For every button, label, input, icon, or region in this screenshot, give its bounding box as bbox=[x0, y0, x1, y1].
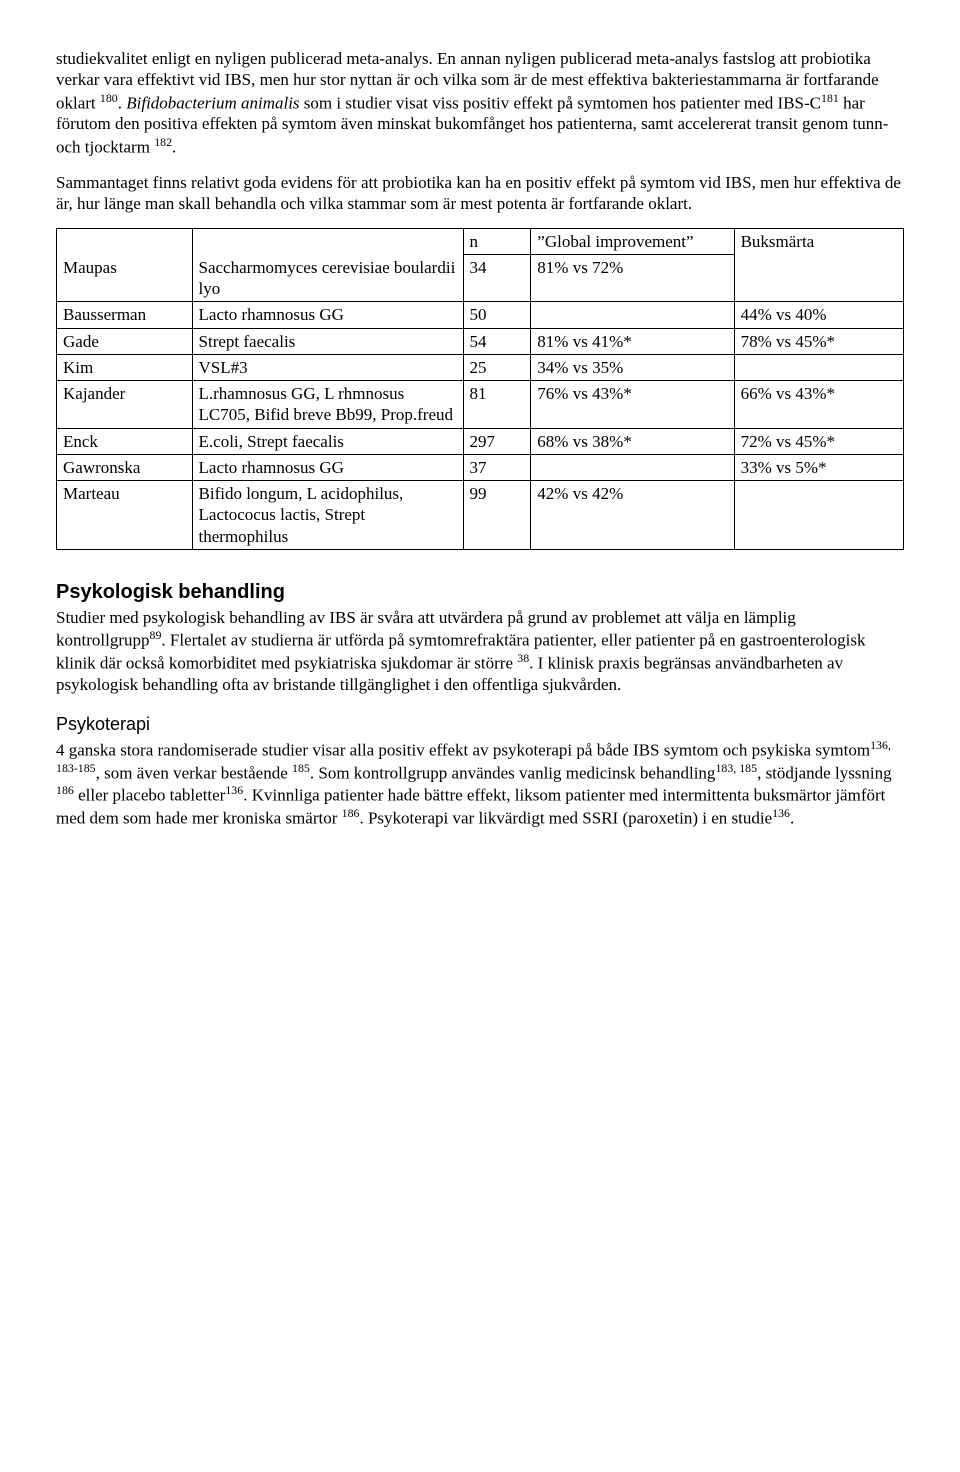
cell-n: 81 bbox=[463, 381, 531, 429]
cell-n: 54 bbox=[463, 328, 531, 354]
cell-pain: 44% vs 40% bbox=[734, 302, 903, 328]
text: , som även verkar bestående bbox=[96, 763, 292, 782]
header-empty bbox=[192, 229, 463, 255]
subsection-heading-psykoterapi: Psykoterapi bbox=[56, 713, 904, 736]
cell-n: 37 bbox=[463, 454, 531, 480]
cell-global bbox=[531, 454, 734, 480]
ref-181: 181 bbox=[821, 91, 839, 105]
cell-author: Maupas bbox=[57, 255, 193, 302]
table-row: Enck E.coli, Strept faecalis 297 68% vs … bbox=[57, 428, 904, 454]
cell-author: Bausserman bbox=[57, 302, 193, 328]
table-row: Bausserman Lacto rhamnosus GG 50 44% vs … bbox=[57, 302, 904, 328]
probiotics-table: n Global improvement Buksmärta Maupas Sa… bbox=[56, 228, 904, 550]
paragraph-2: Sammantaget finns relativt goda evidens … bbox=[56, 172, 904, 215]
table-row: Kim VSL#3 25 34% vs 35% bbox=[57, 354, 904, 380]
cell-author: Gade bbox=[57, 328, 193, 354]
text: . bbox=[172, 137, 176, 156]
header-pain: Buksmärta bbox=[734, 229, 903, 255]
cell-global: 68% vs 38%* bbox=[531, 428, 734, 454]
ref-186b: 186 bbox=[342, 806, 360, 820]
header-global: Global improvement bbox=[531, 229, 734, 255]
section2-paragraph: Studier med psykologisk behandling av IB… bbox=[56, 607, 904, 695]
cell-pain: 78% vs 45%* bbox=[734, 328, 903, 354]
cell-probiotic: L.rhamnosus GG, L rhmnosus LC705, Bifid … bbox=[192, 381, 463, 429]
ref-136b: 136 bbox=[225, 783, 243, 797]
cell-probiotic: Bifido longum, L acidophilus, Lactococus… bbox=[192, 481, 463, 550]
text: , stödjande lyssning bbox=[757, 763, 892, 782]
ref-136c: 136 bbox=[772, 806, 790, 820]
cell-probiotic: Saccharmomyces cerevisiae boulardii lyo bbox=[192, 255, 463, 302]
cell-probiotic: VSL#3 bbox=[192, 354, 463, 380]
cell-global: 81% vs 72% bbox=[531, 255, 734, 302]
text: . bbox=[790, 809, 794, 828]
section3-paragraph: 4 ganska stora randomiserade studier vis… bbox=[56, 738, 904, 830]
species-name: Bifidobacterium animalis bbox=[126, 93, 299, 112]
text: som i studier visat viss positiv effekt … bbox=[300, 93, 821, 112]
cell-author: Kajander bbox=[57, 381, 193, 429]
cell-global: 34% vs 35% bbox=[531, 354, 734, 380]
ref-89: 89 bbox=[150, 628, 162, 642]
header-empty bbox=[57, 229, 193, 255]
cell-author: Gawronska bbox=[57, 454, 193, 480]
table-header-row: n Global improvement Buksmärta bbox=[57, 229, 904, 255]
cell-global: 42% vs 42% bbox=[531, 481, 734, 550]
cell-pain: 72% vs 45%* bbox=[734, 428, 903, 454]
header-n: n bbox=[463, 229, 531, 255]
cell-pain bbox=[734, 354, 903, 380]
cell-n: 297 bbox=[463, 428, 531, 454]
cell-global: 81% vs 41%* bbox=[531, 328, 734, 354]
section-heading-psykologisk: Psykologisk behandling bbox=[56, 580, 904, 605]
cell-pain: 33% vs 5%* bbox=[734, 454, 903, 480]
ref-186a: 186 bbox=[56, 783, 74, 797]
table-row: Marteau Bifido longum, L acidophilus, La… bbox=[57, 481, 904, 550]
ref-182: 182 bbox=[154, 135, 172, 149]
cell-n: 25 bbox=[463, 354, 531, 380]
table-row: Gade Strept faecalis 54 81% vs 41%* 78% … bbox=[57, 328, 904, 354]
ref-185: 185 bbox=[292, 761, 310, 775]
cell-n: 34 bbox=[463, 255, 531, 302]
cell-n: 99 bbox=[463, 481, 531, 550]
cell-probiotic: E.coli, Strept faecalis bbox=[192, 428, 463, 454]
cell-probiotic: Lacto rhamnosus GG bbox=[192, 302, 463, 328]
cell-probiotic: Strept faecalis bbox=[192, 328, 463, 354]
text: . Som kontrollgrupp användes vanlig medi… bbox=[310, 763, 716, 782]
cell-pain bbox=[734, 481, 903, 550]
cell-author: Kim bbox=[57, 354, 193, 380]
cell-author: Enck bbox=[57, 428, 193, 454]
paragraph-1: studiekvalitet enligt en nyligen publice… bbox=[56, 48, 904, 158]
text: . Psykoterapi var likvärdigt med SSRI (p… bbox=[359, 809, 772, 828]
cell-author: Marteau bbox=[57, 481, 193, 550]
text: . bbox=[118, 93, 127, 112]
cell-global: 76% vs 43%* bbox=[531, 381, 734, 429]
ref-180: 180 bbox=[100, 91, 118, 105]
ref-183-185: 183, 185 bbox=[715, 761, 757, 775]
cell-pain bbox=[734, 255, 903, 302]
table-row: Gawronska Lacto rhamnosus GG 37 33% vs 5… bbox=[57, 454, 904, 480]
table-row: Maupas Saccharmomyces cerevisiae boulard… bbox=[57, 255, 904, 302]
table-row: Kajander L.rhamnosus GG, L rhmnosus LC70… bbox=[57, 381, 904, 429]
cell-global bbox=[531, 302, 734, 328]
ref-38: 38 bbox=[517, 651, 529, 665]
text: eller placebo tabletter bbox=[74, 786, 226, 805]
cell-n: 50 bbox=[463, 302, 531, 328]
text: 4 ganska stora randomiserade studier vis… bbox=[56, 740, 870, 759]
cell-probiotic: Lacto rhamnosus GG bbox=[192, 454, 463, 480]
cell-pain: 66% vs 43%* bbox=[734, 381, 903, 429]
